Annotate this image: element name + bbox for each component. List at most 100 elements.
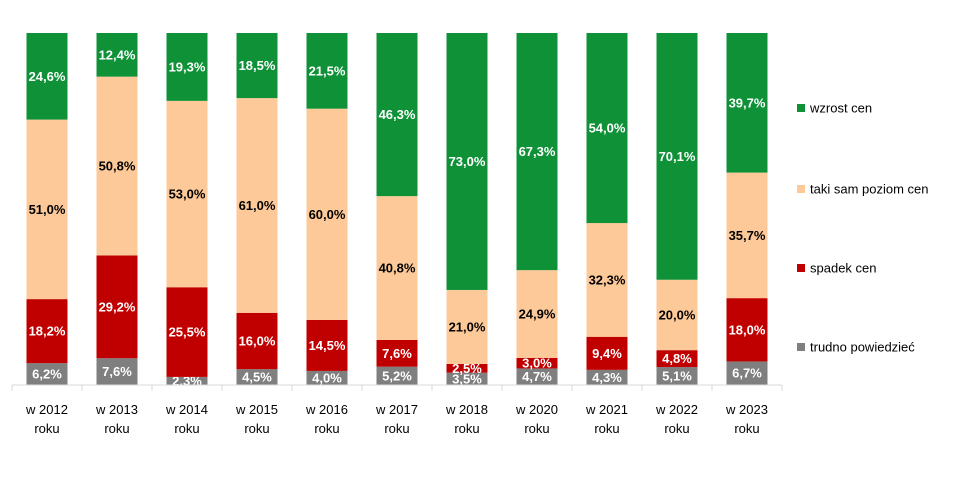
x-tick-label-line: roku: [174, 421, 199, 436]
data-label: 50,8%: [99, 159, 136, 174]
bar-segment: [306, 33, 348, 109]
x-tick-label-line: roku: [34, 421, 59, 436]
x-tick-label-line: roku: [734, 421, 759, 436]
data-label: 19,3%: [169, 59, 206, 74]
bar-segment: [726, 33, 768, 173]
data-label: 18,2%: [29, 324, 66, 339]
bar-segment: [236, 312, 278, 370]
x-tick-label-line: roku: [244, 421, 269, 436]
data-label: 5,2%: [382, 368, 412, 383]
bar-segment: [516, 270, 558, 358]
data-label: 4,3%: [592, 370, 622, 385]
bar-segment: [376, 33, 418, 197]
bar-segment: [96, 76, 138, 256]
x-tick-label-line: roku: [454, 421, 479, 436]
x-tick-label-line: roku: [104, 421, 129, 436]
x-tick-label-line: roku: [594, 421, 619, 436]
x-tick-label-line: w 2014: [165, 402, 208, 417]
data-label: 60,0%: [309, 207, 346, 222]
data-label: 4,5%: [242, 370, 272, 385]
bar-segment: [656, 350, 698, 368]
bar-segment: [376, 339, 418, 367]
bar-segment: [656, 279, 698, 351]
x-tick-label-line: roku: [314, 421, 339, 436]
legend-label: taki sam poziom cen: [810, 182, 929, 197]
legend: wzrost cen taki sam poziom cen spadek cen t…: [797, 101, 929, 355]
data-label: 7,6%: [102, 364, 132, 379]
bar-segment: [26, 33, 68, 120]
x-tick-label-line: w 2020: [515, 402, 558, 417]
bar-segment: [166, 33, 208, 101]
x-tick-label-line: w 2015: [235, 402, 278, 417]
bar-segment: [96, 358, 138, 385]
x-tick-label: w 2021 roku: [585, 402, 628, 436]
legend-swatch: [797, 185, 805, 193]
bar-segment: [26, 299, 68, 364]
bar-segment: [656, 367, 698, 385]
data-label: 35,7%: [729, 228, 766, 243]
legend-label: wzrost cen: [809, 101, 872, 116]
data-label: 18,5%: [239, 58, 276, 73]
legend-label: spadek cen: [810, 261, 877, 276]
data-label: 18,0%: [729, 322, 766, 337]
legend-label: trudno powiedzieć: [810, 340, 915, 355]
x-tick-label-line: w 2016: [305, 402, 348, 417]
x-tick-label: w 2016 roku: [305, 402, 348, 436]
data-label: 6,2%: [32, 367, 62, 382]
bar-segment: [516, 33, 558, 271]
data-label: 46,3%: [379, 107, 416, 122]
bar-segment: [586, 336, 628, 370]
data-label: 70,1%: [659, 149, 696, 164]
bar-segment: [726, 172, 768, 299]
data-label: 4,7%: [522, 369, 552, 384]
data-label: 21,0%: [449, 319, 486, 334]
legend-swatch: [797, 264, 805, 272]
bar-segment: [586, 33, 628, 224]
bar-segment: [306, 319, 348, 371]
bar-segment: [446, 289, 488, 364]
data-label: 61,0%: [239, 198, 276, 213]
data-label: 67,3%: [519, 144, 556, 159]
x-tick-label: w 2015 roku: [235, 402, 278, 436]
bar-segment: [446, 33, 488, 290]
data-label: 39,7%: [729, 95, 766, 110]
data-label: 25,5%: [169, 325, 206, 340]
data-label: 2,5%: [452, 361, 482, 376]
data-label: 20,0%: [659, 307, 696, 322]
data-label: 73,0%: [449, 154, 486, 169]
bar-segment: [376, 366, 418, 385]
data-label: 9,4%: [592, 346, 622, 361]
data-label: 4,8%: [662, 351, 692, 366]
data-label: 21,5%: [309, 63, 346, 78]
bar-segment: [306, 370, 348, 385]
bar-segment: [726, 298, 768, 362]
x-tick-label-line: w 2012: [25, 402, 68, 417]
x-tick-label-line: roku: [524, 421, 549, 436]
x-axis: w 2012 roku w 2013 roku w 2014 roku w 2015 roku…: [11, 384, 783, 436]
x-tick-label-line: w 2013: [95, 402, 138, 417]
x-tick-label: w 2014 roku: [165, 402, 208, 436]
bar-segment: [236, 33, 278, 99]
data-label: 14,5%: [309, 338, 346, 353]
legend-swatch: [797, 343, 805, 351]
x-tick-label: w 2022 roku: [655, 402, 698, 436]
x-tick-label-line: roku: [664, 421, 689, 436]
legend-swatch: [797, 104, 805, 112]
data-label: 32,3%: [589, 272, 626, 287]
data-label: 6,7%: [732, 366, 762, 381]
x-tick-label-line: w 2017: [375, 402, 418, 417]
bar-segment: [586, 223, 628, 337]
data-label: 51,0%: [29, 202, 66, 217]
bar-segment: [446, 372, 488, 385]
data-label: 4,0%: [312, 370, 342, 385]
x-tick-label-line: w 2021: [585, 402, 628, 417]
bar-segment: [656, 33, 698, 280]
x-tick-label-line: w 2022: [655, 402, 698, 417]
x-tick-label: w 2013 roku: [95, 402, 138, 436]
bar-segment: [236, 369, 278, 385]
data-label: 29,2%: [99, 299, 136, 314]
bars-group: 6,2% 18,2% 51,0% 24,6% 7,6% 29,2% 50,8% 12,4% 2,…: [26, 33, 768, 388]
bar-segment: [306, 108, 348, 320]
bar-segment: [166, 100, 208, 288]
